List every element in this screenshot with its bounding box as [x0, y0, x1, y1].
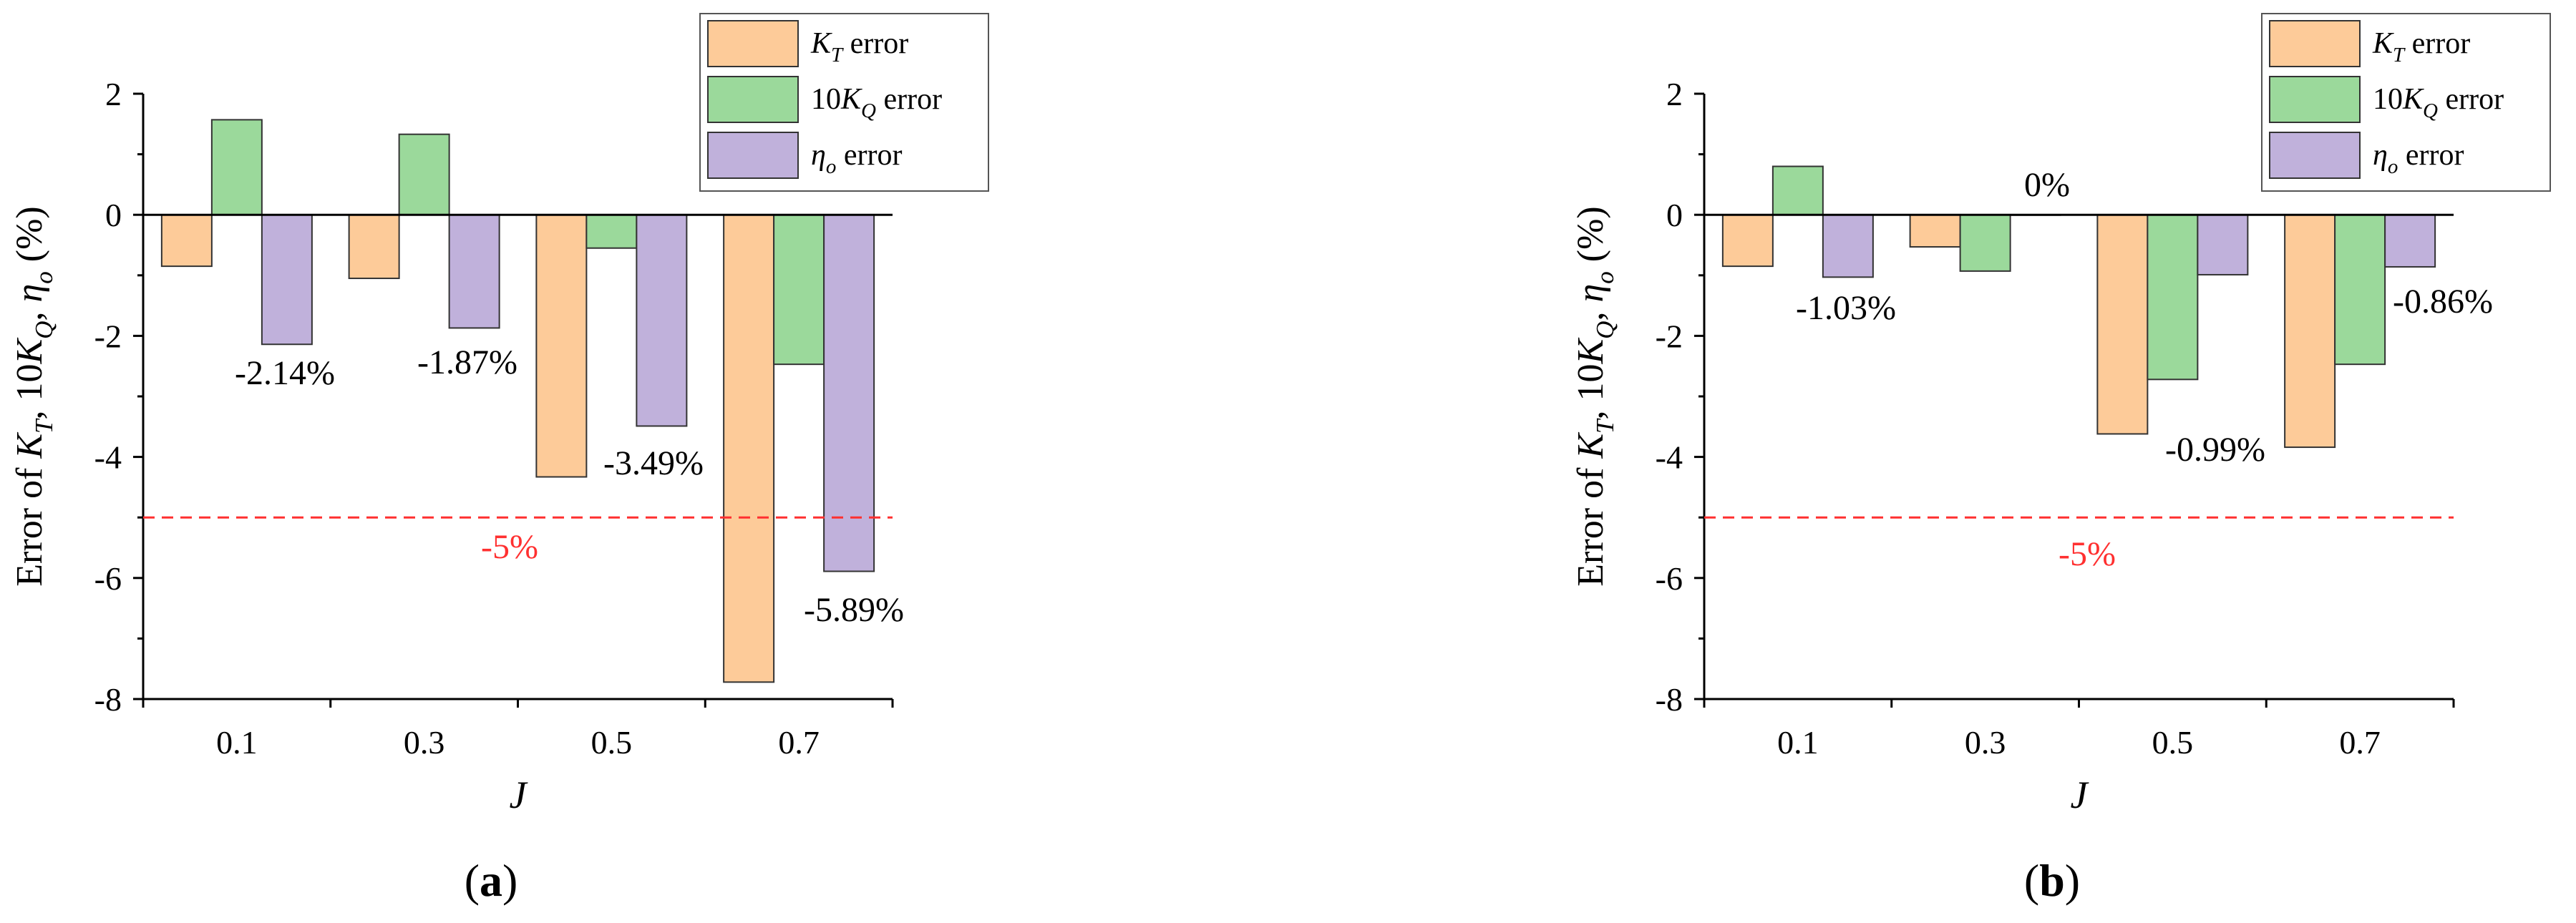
panel-b: 2 0 -2 -4 -6 -8 0.1 0.3 0.5 0.7 J Error of KT, 10KQ…: [1570, 13, 2551, 906]
x-tick-label: 0.7: [778, 724, 820, 761]
bar-1-0.7: [2284, 214, 2336, 449]
x-tick-label: 0.1: [216, 724, 258, 761]
y-axis-label: Error of KT, 10KQ, ηo (%): [9, 206, 58, 586]
y-tick-label: 2: [105, 76, 122, 112]
x-tick-label: 0.3: [1965, 724, 2006, 761]
x-tick-label: 0.5: [591, 724, 633, 761]
legend-swatch-3: [2269, 132, 2361, 179]
legend-label-1: KT error: [810, 27, 908, 67]
y-tick-label: -8: [1656, 681, 1683, 718]
bar-2-0.1: [1771, 165, 1824, 216]
x-tick-label: 0.7: [2339, 724, 2381, 761]
y-tick-label: 0: [105, 197, 122, 233]
y-tick-label: 0: [1666, 197, 1683, 233]
legend-label-3: ηo error: [811, 139, 902, 178]
y-tick-label: -4: [1656, 439, 1683, 476]
data-annotation: 0%: [2024, 166, 2070, 204]
data-annotation: -2.14%: [235, 354, 335, 392]
bar-2-0.3: [1959, 214, 2011, 272]
data-annotation: -1.03%: [1796, 289, 1896, 327]
legend: KT error 10KQ error ηo error: [699, 13, 989, 192]
y-tick-label: -6: [94, 560, 122, 597]
legend: KT error 10KQ error ηo error: [2261, 13, 2551, 192]
bar-3-0.1: [261, 214, 313, 346]
data-annotation: -0.99%: [2165, 431, 2265, 469]
bar-1-0.5: [2096, 214, 2149, 435]
y-tick-label: -8: [94, 681, 122, 718]
bar-2-0.5: [585, 214, 638, 249]
x-axis-label: J: [510, 773, 529, 816]
legend-swatch-3: [707, 132, 799, 179]
bar-2-0.7: [2334, 214, 2386, 366]
bar-1-0.3: [1909, 214, 1961, 248]
panel-a: 2 0 -2 -4 -6 -8 0.1 0.3 0.5 0.7 J Error of KT, 10KQ…: [9, 13, 989, 906]
x-tick-label: 0.1: [1777, 724, 1819, 761]
bar-3-0.7: [823, 214, 875, 572]
data-annotation: -0.86%: [2393, 283, 2493, 321]
legend-swatch-2: [2269, 76, 2361, 123]
bar-1-0.7: [723, 214, 775, 683]
bar-1-0.5: [535, 214, 588, 478]
legend-swatch-2: [707, 76, 799, 123]
legend-label-2: 10KQ error: [2373, 83, 2504, 122]
x-tick-label: 0.3: [404, 724, 445, 761]
bar-2-0.5: [2147, 214, 2199, 381]
y-tick-label: -2: [1656, 318, 1683, 354]
bar-2-0.1: [210, 119, 263, 216]
bar-3-0.5: [2197, 214, 2249, 275]
y-tick-label: -2: [94, 318, 122, 354]
panel-label: (a): [465, 855, 518, 906]
bar-1-0.1: [160, 214, 213, 268]
data-annotation: -5.89%: [804, 591, 904, 629]
bar-3-0.1: [1822, 214, 1874, 278]
bar-2-0.7: [773, 214, 825, 366]
x-tick-label: 0.5: [2152, 724, 2194, 761]
data-annotation: -1.87%: [417, 343, 517, 381]
bar-3-0.5: [636, 214, 688, 427]
bar-2-0.3: [398, 133, 450, 216]
bar-3-0.7: [2384, 214, 2436, 268]
data-annotation: -3.49%: [603, 444, 704, 482]
legend-label-3: ηo error: [2373, 139, 2464, 178]
bar-1-0.3: [348, 214, 400, 280]
reference-line-label: -5%: [2059, 535, 2116, 573]
legend-swatch-1: [707, 20, 799, 67]
bar-1-0.1: [1721, 214, 1774, 268]
y-tick-label: 2: [1666, 76, 1683, 112]
reference-line-label: -5%: [481, 528, 538, 566]
bar-3-0.3: [448, 214, 500, 329]
panel-label: (b): [2024, 855, 2080, 906]
legend-swatch-1: [2269, 20, 2361, 67]
y-tick-label: -4: [94, 439, 122, 476]
legend-label-1: KT error: [2372, 27, 2470, 67]
x-axis-label: J: [2071, 773, 2090, 816]
y-axis-label: Error of KT, 10KQ, ηo (%): [1570, 206, 1619, 586]
legend-label-2: 10KQ error: [811, 83, 942, 122]
y-tick-label: -6: [1656, 560, 1683, 597]
